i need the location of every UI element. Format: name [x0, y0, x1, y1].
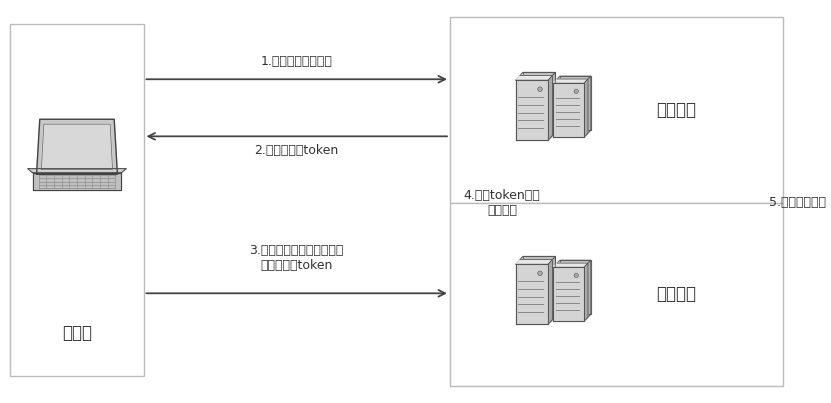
Circle shape [574, 273, 578, 278]
Text: 2.返回客户端token: 2.返回客户端token [254, 144, 339, 157]
Polygon shape [548, 75, 553, 140]
Polygon shape [523, 73, 555, 132]
Polygon shape [515, 264, 548, 324]
Polygon shape [523, 256, 555, 316]
Polygon shape [553, 263, 588, 267]
Polygon shape [515, 75, 553, 80]
Circle shape [538, 87, 543, 91]
Polygon shape [584, 263, 588, 321]
Bar [11, 24, 144, 376]
Bar [450, 17, 783, 203]
Text: 4.根据token查询
设备信息: 4.根据token查询 设备信息 [464, 189, 541, 217]
Polygon shape [32, 172, 121, 191]
Text: 5.返回设备信息: 5.返回设备信息 [769, 196, 825, 210]
Circle shape [574, 89, 578, 93]
Polygon shape [553, 83, 584, 137]
Polygon shape [553, 267, 584, 321]
Polygon shape [560, 260, 591, 314]
Polygon shape [584, 260, 591, 321]
Polygon shape [515, 80, 548, 140]
Polygon shape [515, 256, 555, 264]
Polygon shape [548, 73, 555, 140]
Polygon shape [553, 76, 591, 83]
Text: 业务系统: 业务系统 [656, 285, 696, 303]
Text: 1.采集信息加密上报: 1.采集信息加密上报 [261, 55, 332, 68]
Bar [450, 203, 783, 386]
Polygon shape [560, 76, 591, 130]
Circle shape [538, 271, 543, 276]
Polygon shape [584, 76, 591, 137]
Polygon shape [515, 260, 553, 264]
Text: 客户端: 客户端 [62, 324, 92, 342]
Polygon shape [37, 119, 117, 174]
Text: 设备指纹: 设备指纹 [656, 101, 696, 119]
Polygon shape [553, 260, 591, 267]
Polygon shape [553, 79, 588, 83]
Polygon shape [515, 73, 555, 80]
Polygon shape [27, 168, 126, 172]
Polygon shape [548, 260, 553, 324]
Polygon shape [42, 124, 112, 169]
Text: 3.业务请求（注册、登录）
参数中携带token: 3.业务请求（注册、登录） 参数中携带token [249, 244, 344, 272]
Polygon shape [548, 256, 555, 324]
Polygon shape [584, 79, 588, 137]
